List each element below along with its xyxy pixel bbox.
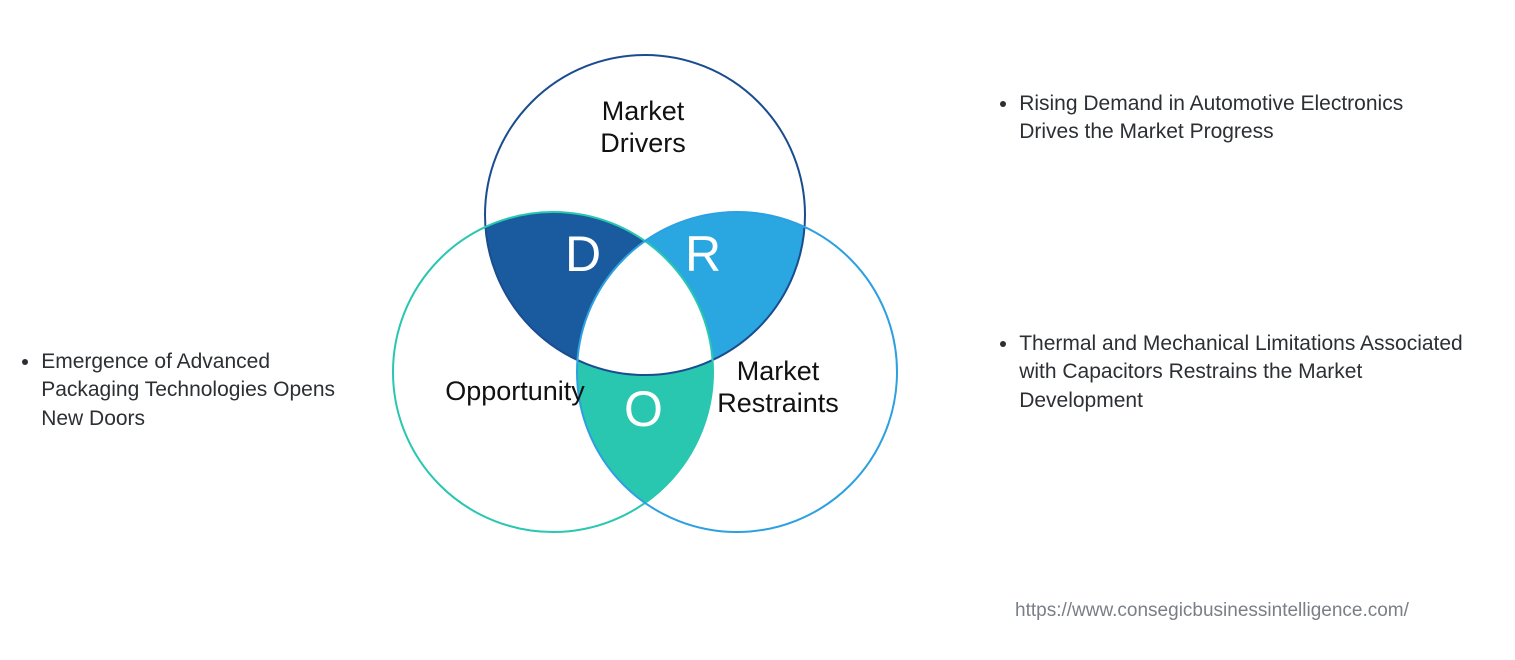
label-market-drivers: Market Drivers <box>523 95 763 160</box>
source-url: https://www.consegicbusinessintelligence… <box>1015 600 1409 622</box>
lens-letter-o: O <box>624 380 663 438</box>
lens-letter-r: R <box>685 225 721 283</box>
lens-letter-d: D <box>565 225 601 283</box>
label-market-restraints: Market Restraints <box>658 355 898 420</box>
canvas: Emergence of Advanced Packaging Technolo… <box>0 0 1515 660</box>
label-opportunity: Opportunity <box>395 375 635 407</box>
bullet-left-item: Emergence of Advanced Packaging Technolo… <box>41 348 352 433</box>
bullet-right-top-item: Rising Demand in Automotive Electronics … <box>1019 90 1440 147</box>
bullet-right-top: Rising Demand in Automotive Electronics … <box>1000 90 1440 147</box>
bullet-left: Emergence of Advanced Packaging Technolo… <box>22 348 352 433</box>
bullet-right-bottom-item: Thermal and Mechanical Limitations Assoc… <box>1019 330 1470 415</box>
bullet-right-bottom: Thermal and Mechanical Limitations Assoc… <box>1000 330 1470 415</box>
